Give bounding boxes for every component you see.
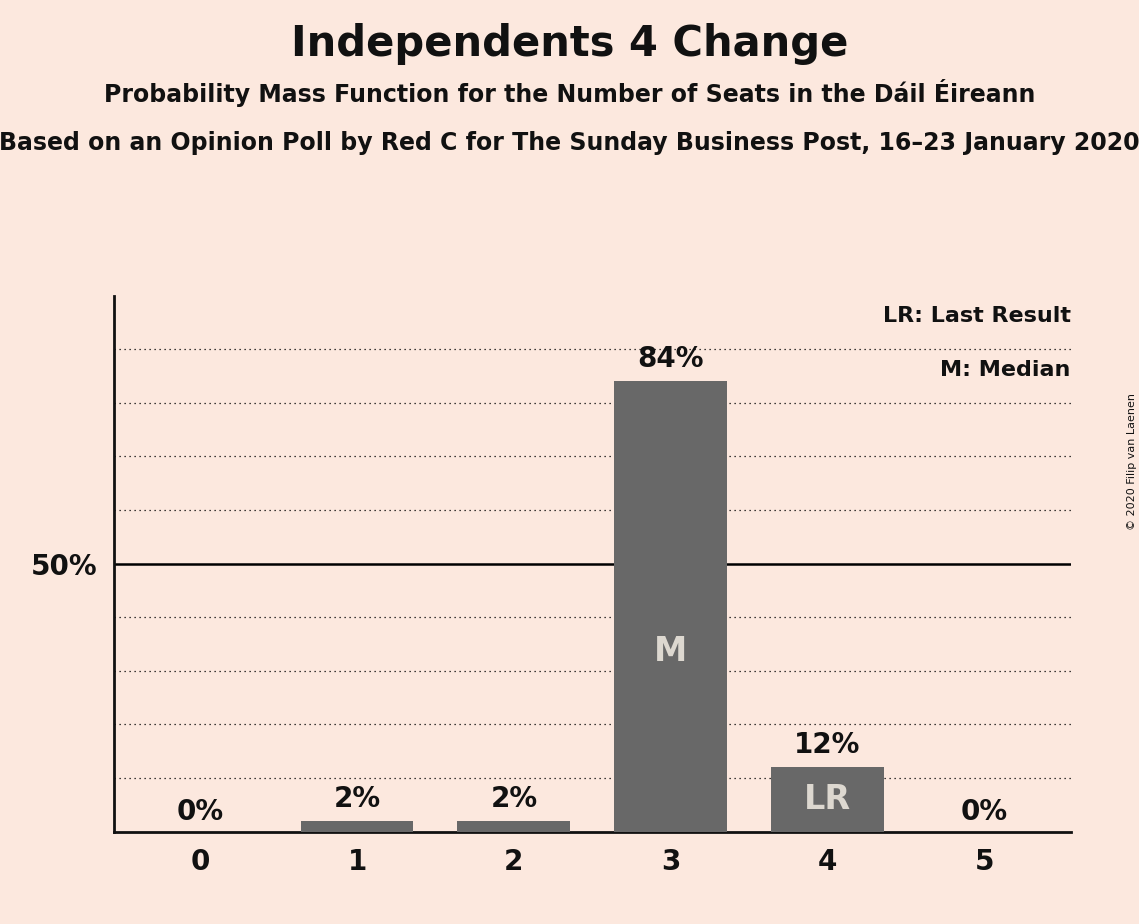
Text: Independents 4 Change: Independents 4 Change — [290, 23, 849, 65]
Text: 84%: 84% — [638, 346, 704, 373]
Bar — [458, 821, 571, 832]
Text: 2%: 2% — [334, 784, 380, 813]
Text: 0%: 0% — [177, 798, 223, 826]
Text: 12%: 12% — [794, 731, 861, 760]
Text: Based on an Opinion Poll by Red C for The Sunday Business Post, 16–23 January 20: Based on an Opinion Poll by Red C for Th… — [0, 131, 1139, 155]
Bar — [614, 382, 727, 832]
Bar — [771, 767, 884, 832]
Text: M: M — [654, 635, 687, 668]
Bar — [301, 821, 413, 832]
Text: 2%: 2% — [490, 784, 538, 813]
Text: LR: Last Result: LR: Last Result — [883, 307, 1071, 326]
Text: © 2020 Filip van Laenen: © 2020 Filip van Laenen — [1126, 394, 1137, 530]
Text: LR: LR — [804, 783, 851, 816]
Text: 0%: 0% — [961, 798, 1008, 826]
Text: M: Median: M: Median — [941, 360, 1071, 380]
Text: Probability Mass Function for the Number of Seats in the Dáil Éireann: Probability Mass Function for the Number… — [104, 79, 1035, 106]
